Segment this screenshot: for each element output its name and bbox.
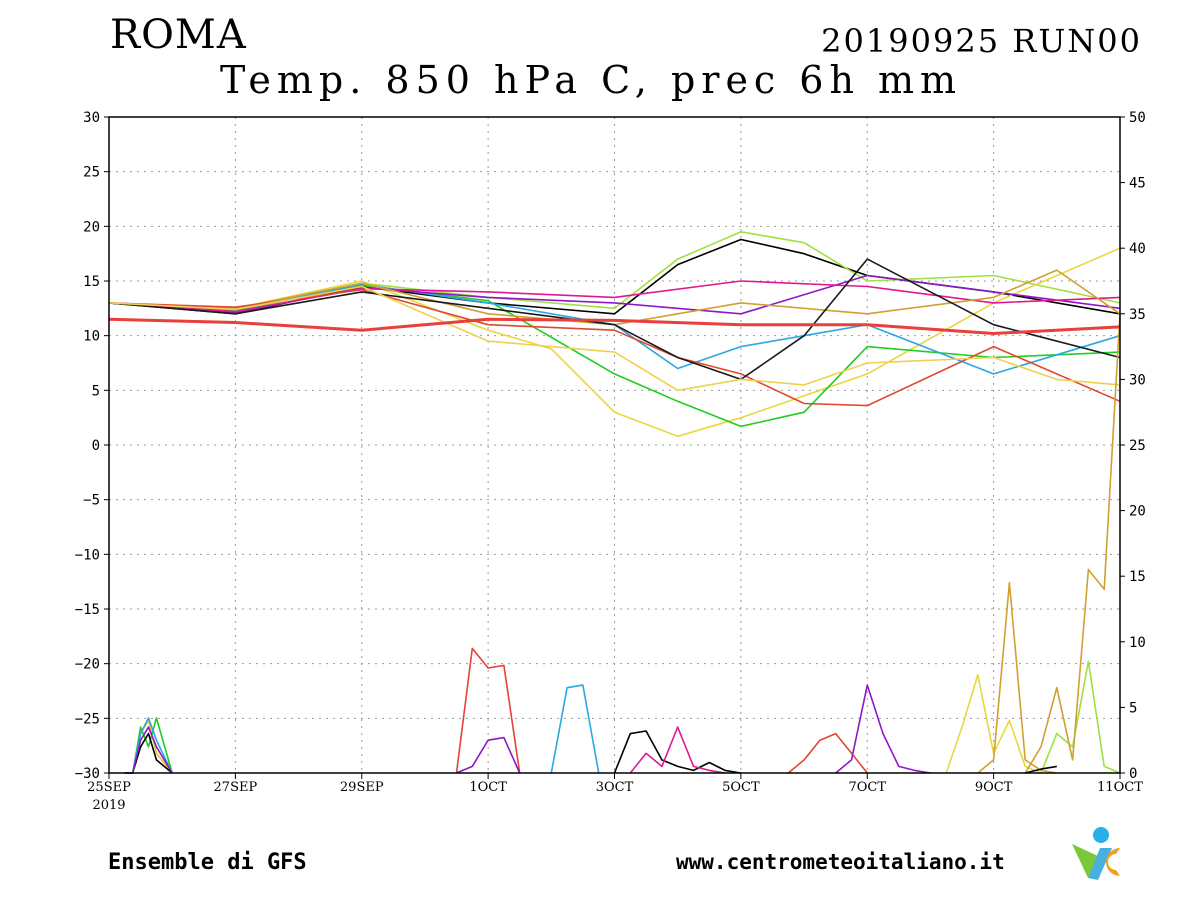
mean-temperature-line xyxy=(108,317,1121,335)
y-right-tick-label: 0 xyxy=(1129,766,1137,782)
precip-member-line xyxy=(629,726,726,774)
precip-member-line xyxy=(787,732,868,774)
precip-member-line xyxy=(613,730,742,774)
x-tick-label: 27SEP xyxy=(214,780,258,795)
y-right-tick-label: 35 xyxy=(1129,307,1146,323)
y-left-tick-label: 10 xyxy=(83,329,100,345)
precip-member-line xyxy=(456,736,521,774)
chart-title: Temp. 850 hPa C, prec 6h mm xyxy=(220,58,963,102)
y-left-tick-label: 30 xyxy=(83,110,100,126)
x-tick-label: 1OCT xyxy=(469,780,507,795)
temperature-member-line xyxy=(108,269,1121,326)
y-left-tick-label: −5 xyxy=(83,493,100,509)
run-label: 20190925 RUN00 xyxy=(821,22,1142,60)
x-tick-label: 7OCT xyxy=(848,780,886,795)
y-left-tick-label: −30 xyxy=(75,766,100,782)
precip-member-line xyxy=(1025,765,1057,774)
temperature-member-line xyxy=(108,280,1121,313)
precip-member-line xyxy=(124,732,173,774)
y-left-tick-label: 0 xyxy=(92,438,100,454)
cmi-logo-icon xyxy=(1072,827,1120,880)
y-right-tick-label: 20 xyxy=(1129,504,1146,520)
x-tick-label: 11OCT xyxy=(1097,780,1143,795)
grid xyxy=(109,117,1120,773)
x-tick-label: 5OCT xyxy=(722,780,760,795)
y-right-tick-label: 45 xyxy=(1129,176,1146,192)
precip-member-line xyxy=(835,684,931,774)
temperature-member-line xyxy=(108,285,1121,392)
x-tick-label: 25SEP xyxy=(87,780,131,795)
y-right-tick-label: 25 xyxy=(1129,438,1146,454)
y-left-tick-label: −15 xyxy=(75,602,100,618)
temperature-member-line xyxy=(108,283,1121,375)
city-title: ROMA xyxy=(110,12,247,58)
y-left-tick-label: 15 xyxy=(83,274,100,290)
y-left-tick-label: −25 xyxy=(75,711,100,727)
y-right-tick-label: 50 xyxy=(1129,110,1146,126)
axes: −30 −25 −20 −15 −10 −5 0 5 10 15 20 25 30 0 5 10 15 20 25 3… xyxy=(75,110,1146,813)
website-label: www.centrometeoitaliano.it xyxy=(676,850,1005,874)
source-label: Ensemble di GFS xyxy=(108,850,307,875)
y-right-tick-label: 15 xyxy=(1129,569,1146,585)
x-tick-label: 29SEP xyxy=(340,780,384,795)
x-tick-label: 3OCT xyxy=(596,780,634,795)
y-left-tick-label: 20 xyxy=(83,219,100,235)
precip-member-line xyxy=(455,647,521,774)
y-right-tick-label: 40 xyxy=(1129,241,1146,257)
y-right-tick-label: 30 xyxy=(1129,372,1146,388)
y-left-tick-label: 25 xyxy=(83,165,100,181)
temperature-member-line xyxy=(108,258,1121,381)
x-year-label: 2019 xyxy=(92,798,125,813)
x-tick-label: 9OCT xyxy=(975,780,1013,795)
y-left-tick-label: 5 xyxy=(92,383,100,399)
y-right-tick-label: 10 xyxy=(1129,635,1146,651)
y-left-tick-label: −10 xyxy=(75,547,100,563)
y-right-tick-label: 5 xyxy=(1129,700,1137,716)
series-layer xyxy=(108,231,1121,774)
precip-member-line xyxy=(1024,313,1121,774)
y-left-tick-label: −20 xyxy=(75,657,100,673)
precip-member-line xyxy=(977,581,1057,774)
precip-member-line xyxy=(550,684,600,774)
precip-member-line xyxy=(1040,660,1121,774)
